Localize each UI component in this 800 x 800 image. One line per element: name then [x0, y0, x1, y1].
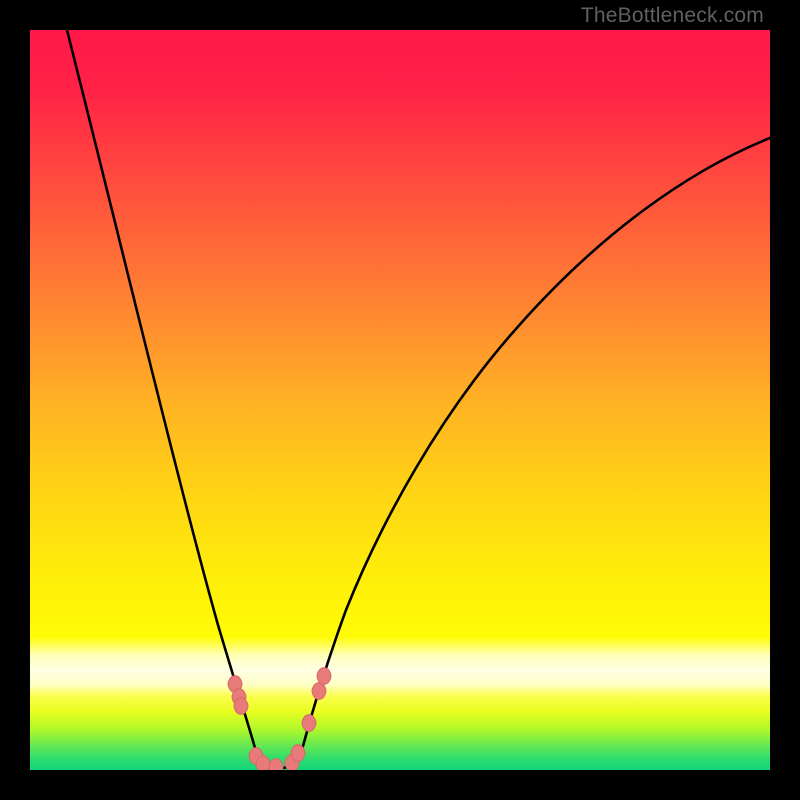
marker-point	[234, 698, 248, 715]
watermark-text: TheBottleneck.com	[581, 4, 764, 28]
marker-point	[269, 759, 283, 770]
marker-point	[302, 715, 316, 732]
marker-point	[317, 668, 331, 685]
marker-point	[256, 756, 270, 770]
marker-group	[228, 668, 331, 770]
marker-point	[312, 683, 326, 700]
chart-frame	[30, 30, 770, 770]
curve-layer	[30, 30, 770, 770]
bottleneck-curve-left	[67, 30, 258, 758]
plot-area	[30, 30, 770, 770]
marker-point	[291, 745, 305, 762]
bottleneck-curve-right	[300, 138, 770, 758]
